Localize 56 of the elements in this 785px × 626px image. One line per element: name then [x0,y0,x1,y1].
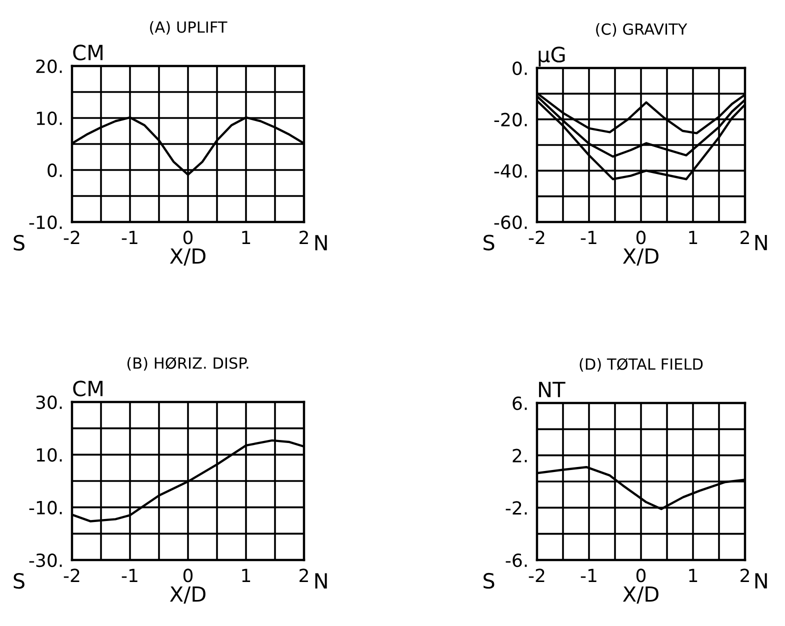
text: S [14,573,24,589]
chart-title: (A) UPLIFT [150,21,228,35]
x-tick-label: 0 [183,568,193,582]
x-axis-title: X/D [622,248,658,266]
text: S [484,572,494,589]
text: N [315,573,327,588]
x-tick-label: -1 [122,230,138,244]
y-axis-title: µG [538,46,565,66]
x-tick-label: 2 [300,568,308,582]
x-tick-label: -1 [122,568,138,582]
y-tick-label: 6. [512,396,527,410]
x-tick-label: -2 [528,568,544,582]
x-tick-label: 1 [689,568,698,582]
x-tick-label: 2 [300,230,308,244]
y-tick-label: -2. [506,501,527,515]
x-axis-title: X/D [170,248,206,266]
y-tick-label: -10. [29,500,62,514]
y-tick-label: 10. [36,448,62,462]
y-tick-label: 30. [36,395,62,410]
x-tick-label: -2 [64,230,80,244]
text: S [14,234,24,251]
x-tick-label: 0 [183,230,193,244]
x-tick-label: 0 [636,568,646,582]
y-tick-label: 0. [512,61,527,76]
x-axis-title: X/D [622,586,658,604]
y-tick-label: -10. [29,215,62,230]
x-tick-label: 1 [242,568,250,582]
x-axis-title: X/D [170,586,206,604]
text: N [755,573,767,588]
y-tick-label: -30. [29,553,62,568]
y-tick-label: 0. [48,163,62,178]
y-axis-title: NT [539,382,566,398]
x-tick-label: 2 [740,230,749,244]
text: N [315,235,327,250]
x-tick-label: -2 [528,230,544,244]
y-tick-label: -20. [494,112,527,126]
text: S [484,234,494,250]
y-tick-label: -60. [494,215,527,230]
x-tick-label: -1 [580,568,596,582]
y-tick-label: 10. [36,111,62,126]
x-tick-label: 2 [740,568,749,582]
text: N [755,234,767,250]
y-tick-label: 2. [512,448,527,462]
y-tick-label: -40. [494,164,527,178]
chart-title: (D) TØTAL FIELD [580,358,703,372]
y-axis-title: CM [73,44,102,60]
chart-title: (C) GRAVITY [596,23,688,37]
x-tick-label: 1 [689,230,698,244]
y-axis-title: CM [73,380,102,396]
x-tick-label: -2 [64,568,80,582]
y-tick-label: 20. [36,59,62,74]
chart-title: (B) HØRIZ. DISP. [127,357,248,371]
x-tick-label: -1 [580,230,596,244]
x-tick-label: 1 [242,230,250,244]
x-tick-label: 0 [636,230,646,244]
y-tick-label: -6. [506,553,527,568]
